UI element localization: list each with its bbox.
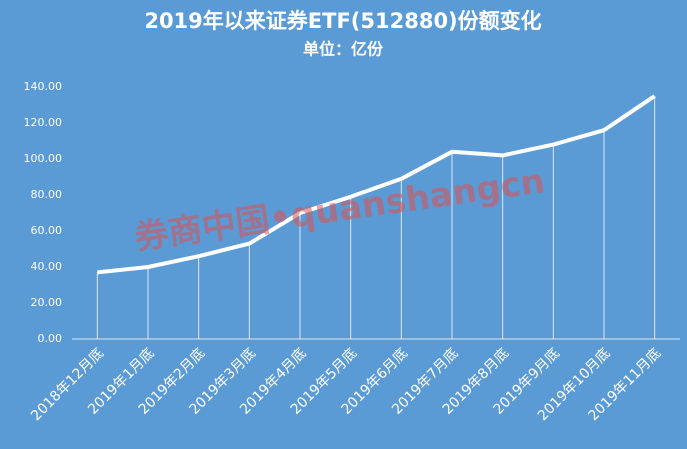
y-tick-label: 40.00	[31, 260, 63, 273]
y-tick-label: 0.00	[38, 332, 63, 345]
y-tick-label: 20.00	[31, 296, 63, 309]
chart-subtitle: 单位：亿份	[303, 40, 384, 59]
chart-title: 2019年以来证券ETF(512880)份额变化	[144, 9, 541, 33]
y-tick-label: 120.00	[24, 116, 63, 129]
y-tick-label: 80.00	[31, 188, 63, 201]
y-tick-label: 100.00	[24, 152, 63, 165]
y-tick-label: 140.00	[24, 80, 63, 93]
y-tick-label: 60.00	[31, 224, 63, 237]
data-line	[97, 94, 656, 275]
